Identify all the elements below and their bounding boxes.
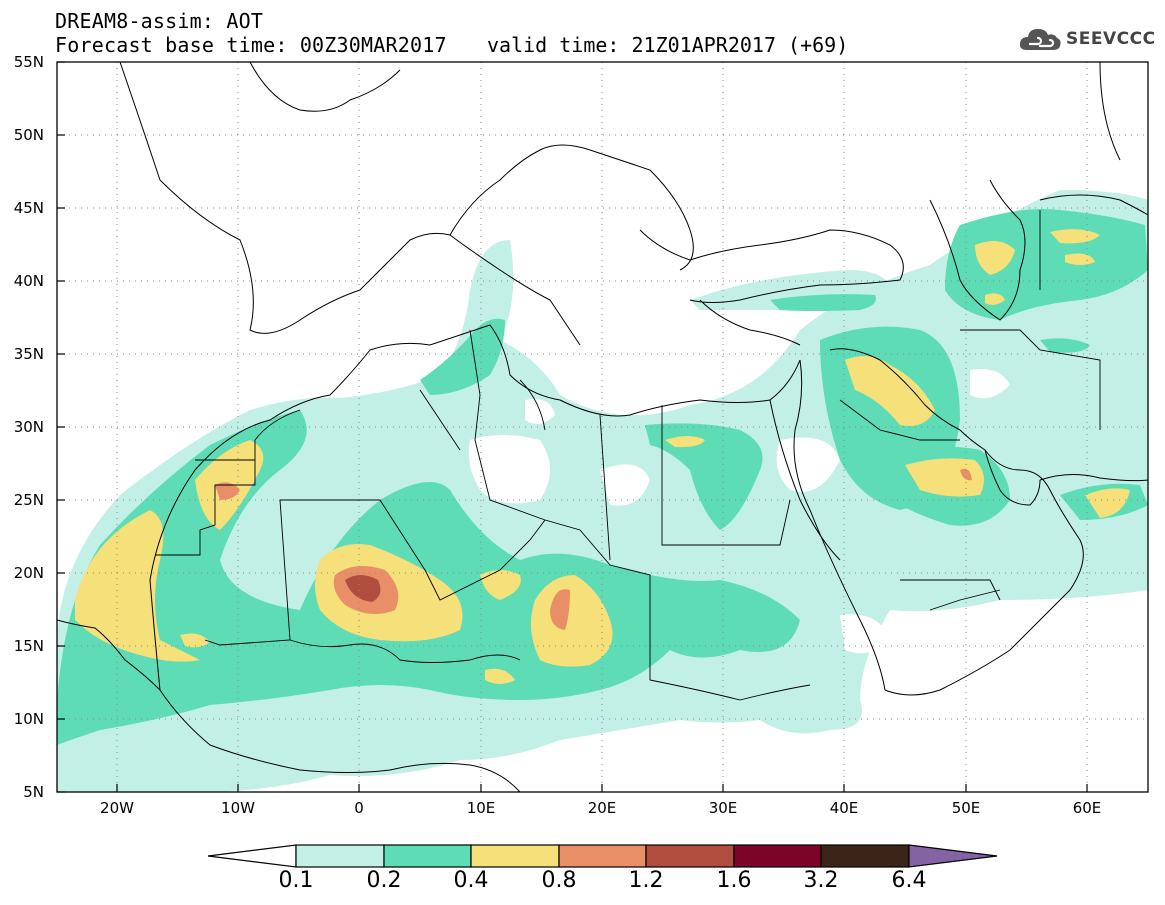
colorbar-bin	[383, 844, 472, 868]
lat-label: 40N	[13, 272, 44, 290]
colorbar-bin	[733, 844, 822, 868]
lon-label: 20E	[587, 799, 617, 817]
valid-time: valid time: 21Z01APR2017 (+69)	[487, 33, 849, 57]
lat-label: 5N	[23, 783, 44, 801]
axis-ticks	[57, 61, 1088, 793]
lon-label: 0	[354, 799, 364, 817]
forecast-base-time: Forecast base time: 00Z30MAR2017	[55, 33, 447, 57]
lat-label: 50N	[13, 126, 44, 144]
colorbar-bin	[470, 844, 560, 868]
aot-field	[57, 62, 1148, 792]
lon-label: 30E	[708, 799, 738, 817]
colorbar-right-arrow	[908, 844, 998, 868]
map-title: DREAM8-assim: AOT	[55, 9, 264, 33]
lat-label: 30N	[13, 418, 44, 436]
lat-label: 25N	[13, 491, 44, 509]
colorbar-label: 0.2	[366, 868, 402, 893]
colorbar-label: 1.2	[628, 868, 664, 893]
colorbar-label: 0.1	[278, 868, 314, 893]
seevccc-logo: SEEVCCC	[1018, 24, 1156, 54]
colorbar-bin	[295, 844, 385, 868]
aot-level-1.2	[345, 575, 381, 602]
lon-label: 10E	[466, 799, 496, 817]
lat-label: 55N	[13, 53, 44, 71]
colorbar-bin	[645, 844, 735, 868]
colorbar-label: 0.8	[541, 868, 577, 893]
lon-label: 40E	[829, 799, 859, 817]
colorbar-bin	[558, 844, 647, 868]
lon-label: 50E	[951, 799, 981, 817]
colorbar-bin	[820, 844, 910, 868]
lat-label: 45N	[13, 199, 44, 217]
colorbar-label: 3.2	[803, 868, 839, 893]
aot-gaps	[468, 369, 1010, 654]
colorbar	[207, 844, 998, 868]
lat-label: 20N	[13, 564, 44, 582]
colorbar-label: 0.4	[453, 868, 489, 893]
lat-label: 35N	[13, 345, 44, 363]
lon-label: 10W	[221, 799, 255, 817]
lon-label: 60E	[1072, 799, 1102, 817]
logo-text: SEEVCCC	[1066, 29, 1156, 49]
cloud-icon	[1019, 29, 1061, 50]
lat-label: 15N	[13, 637, 44, 655]
colorbar-label: 1.6	[716, 868, 752, 893]
coastlines	[57, 62, 1148, 792]
colorbar-left-arrow	[207, 844, 297, 868]
lon-label: 20W	[100, 799, 134, 817]
country-borders	[155, 210, 1101, 701]
colorbar-label: 6.4	[891, 868, 927, 893]
lat-label: 10N	[13, 710, 44, 728]
